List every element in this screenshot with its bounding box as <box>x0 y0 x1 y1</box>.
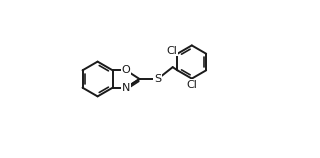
Text: Cl: Cl <box>186 80 197 90</box>
Text: O: O <box>122 65 131 75</box>
Text: S: S <box>154 74 161 84</box>
Text: Cl: Cl <box>166 46 177 56</box>
Text: N: N <box>122 83 130 93</box>
